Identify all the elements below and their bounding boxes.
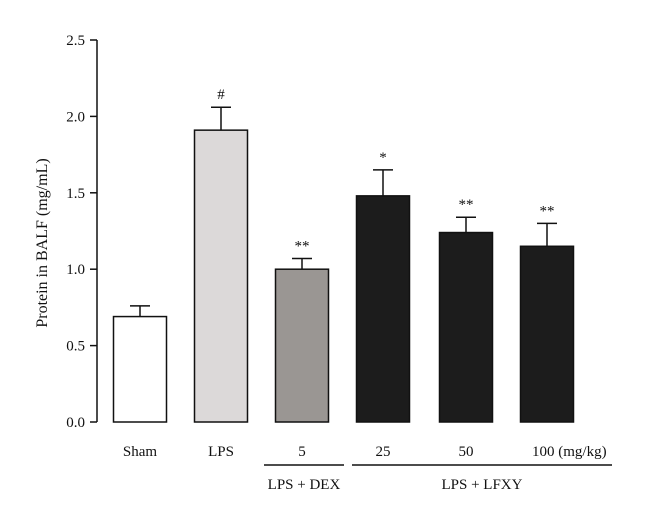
significance-marker: * — [379, 150, 387, 166]
plot-area: 0.0 0.5 1.0 1.5 2.0 2.5 Sham # LPS ** 5 * 25 ** 50 ** 10… — [66, 33, 612, 493]
significance-marker: ** — [295, 239, 310, 255]
bar — [355, 195, 411, 423]
significance-marker: ** — [459, 197, 474, 213]
significance-marker: # — [217, 87, 225, 103]
x-category-label: 25 — [376, 444, 391, 460]
y-tick-label: 1.0 — [66, 262, 85, 278]
y-tick-label: 2.5 — [66, 33, 85, 49]
y-tick-label: 1.5 — [66, 186, 85, 202]
group-label: LPS + DEX — [268, 477, 341, 493]
significance-marker: ** — [540, 203, 555, 219]
bar — [193, 129, 249, 423]
x-category-label: 100 (mg/kg) — [532, 444, 607, 460]
group-label: LPS + LFXY — [442, 477, 523, 493]
x-category-label: 50 — [459, 444, 474, 460]
y-tick-label: 0.5 — [66, 339, 85, 355]
bar — [112, 315, 168, 423]
bar — [274, 268, 330, 423]
bar — [519, 245, 575, 423]
bar — [438, 231, 494, 423]
y-axis-label: Protein in BALF (mg/mL) — [34, 158, 51, 327]
x-category-label: Sham — [123, 444, 158, 460]
y-tick-label: 0.0 — [66, 415, 85, 431]
x-category-label: LPS — [208, 444, 234, 460]
y-tick-label: 2.0 — [66, 109, 85, 125]
x-category-label: 5 — [298, 444, 306, 460]
